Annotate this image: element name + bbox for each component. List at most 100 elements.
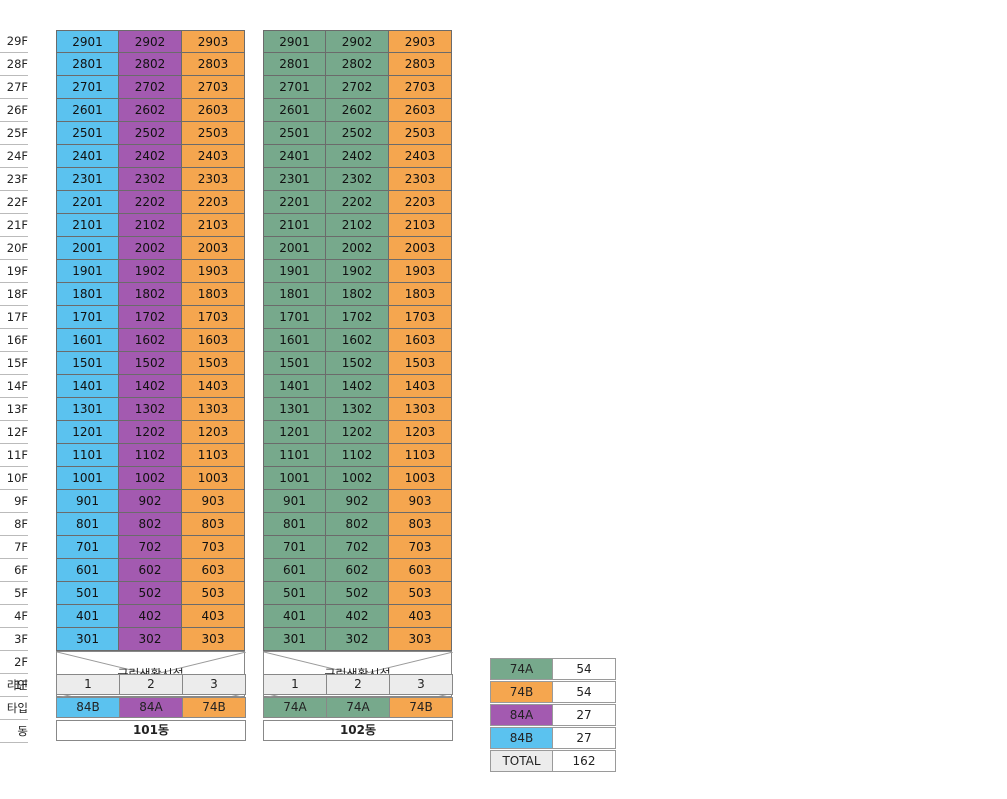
- unit-cell[interactable]: 602: [119, 559, 182, 582]
- unit-cell[interactable]: 1801: [56, 283, 119, 306]
- unit-cell[interactable]: 2902: [119, 30, 182, 53]
- unit-cell[interactable]: 2803: [182, 53, 245, 76]
- unit-cell[interactable]: 1303: [389, 398, 452, 421]
- unit-cell[interactable]: 1002: [326, 467, 389, 490]
- unit-cell[interactable]: 1602: [119, 329, 182, 352]
- unit-cell[interactable]: 2601: [56, 99, 119, 122]
- unit-cell[interactable]: 1502: [326, 352, 389, 375]
- unit-cell[interactable]: 2502: [326, 122, 389, 145]
- unit-cell[interactable]: 2001: [263, 237, 326, 260]
- unit-cell[interactable]: 2301: [56, 168, 119, 191]
- unit-cell[interactable]: 601: [263, 559, 326, 582]
- unit-cell[interactable]: 603: [389, 559, 452, 582]
- unit-cell[interactable]: 2403: [389, 145, 452, 168]
- unit-cell[interactable]: 803: [389, 513, 452, 536]
- unit-cell[interactable]: 2403: [182, 145, 245, 168]
- unit-cell[interactable]: 1303: [182, 398, 245, 421]
- unit-cell[interactable]: 302: [326, 628, 389, 651]
- unit-cell[interactable]: 2801: [263, 53, 326, 76]
- unit-cell[interactable]: 2702: [326, 76, 389, 99]
- unit-cell[interactable]: 1302: [326, 398, 389, 421]
- unit-cell[interactable]: 501: [56, 582, 119, 605]
- unit-cell[interactable]: 303: [389, 628, 452, 651]
- unit-cell[interactable]: 2501: [263, 122, 326, 145]
- unit-cell[interactable]: 1901: [56, 260, 119, 283]
- unit-cell[interactable]: 1702: [119, 306, 182, 329]
- unit-cell[interactable]: 701: [263, 536, 326, 559]
- unit-cell[interactable]: 1502: [119, 352, 182, 375]
- unit-cell[interactable]: 1001: [56, 467, 119, 490]
- unit-cell[interactable]: 1403: [389, 375, 452, 398]
- unit-cell[interactable]: 1103: [182, 444, 245, 467]
- unit-cell[interactable]: 1902: [326, 260, 389, 283]
- unit-cell[interactable]: 802: [119, 513, 182, 536]
- unit-cell[interactable]: 1401: [56, 375, 119, 398]
- unit-cell[interactable]: 1102: [119, 444, 182, 467]
- unit-cell[interactable]: 1001: [263, 467, 326, 490]
- unit-cell[interactable]: 502: [119, 582, 182, 605]
- unit-cell[interactable]: 702: [119, 536, 182, 559]
- unit-cell[interactable]: 2003: [182, 237, 245, 260]
- unit-cell[interactable]: 801: [56, 513, 119, 536]
- unit-cell[interactable]: 2901: [263, 30, 326, 53]
- unit-cell[interactable]: 1103: [389, 444, 452, 467]
- unit-cell[interactable]: 2201: [263, 191, 326, 214]
- unit-cell[interactable]: 401: [56, 605, 119, 628]
- unit-cell[interactable]: 1501: [263, 352, 326, 375]
- unit-cell[interactable]: 2901: [56, 30, 119, 53]
- unit-cell[interactable]: 702: [326, 536, 389, 559]
- unit-cell[interactable]: 2001: [56, 237, 119, 260]
- unit-cell[interactable]: 2903: [182, 30, 245, 53]
- unit-cell[interactable]: 1603: [389, 329, 452, 352]
- unit-cell[interactable]: 1602: [326, 329, 389, 352]
- unit-cell[interactable]: 1202: [119, 421, 182, 444]
- unit-cell[interactable]: 1703: [389, 306, 452, 329]
- unit-cell[interactable]: 402: [326, 605, 389, 628]
- unit-cell[interactable]: 2703: [182, 76, 245, 99]
- unit-cell[interactable]: 701: [56, 536, 119, 559]
- unit-cell[interactable]: 1703: [182, 306, 245, 329]
- unit-cell[interactable]: 1803: [389, 283, 452, 306]
- unit-cell[interactable]: 1202: [326, 421, 389, 444]
- unit-cell[interactable]: 902: [326, 490, 389, 513]
- unit-cell[interactable]: 1903: [389, 260, 452, 283]
- unit-cell[interactable]: 603: [182, 559, 245, 582]
- unit-cell[interactable]: 501: [263, 582, 326, 605]
- unit-cell[interactable]: 301: [56, 628, 119, 651]
- unit-cell[interactable]: 2803: [389, 53, 452, 76]
- unit-cell[interactable]: 2203: [389, 191, 452, 214]
- unit-cell[interactable]: 303: [182, 628, 245, 651]
- unit-cell[interactable]: 1102: [326, 444, 389, 467]
- unit-cell[interactable]: 2401: [263, 145, 326, 168]
- unit-cell[interactable]: 1601: [56, 329, 119, 352]
- unit-cell[interactable]: 2801: [56, 53, 119, 76]
- unit-cell[interactable]: 2501: [56, 122, 119, 145]
- unit-cell[interactable]: 402: [119, 605, 182, 628]
- unit-cell[interactable]: 901: [263, 490, 326, 513]
- unit-cell[interactable]: 1702: [326, 306, 389, 329]
- unit-cell[interactable]: 1101: [56, 444, 119, 467]
- unit-cell[interactable]: 2303: [182, 168, 245, 191]
- unit-cell[interactable]: 2802: [119, 53, 182, 76]
- unit-cell[interactable]: 2103: [182, 214, 245, 237]
- unit-cell[interactable]: 502: [326, 582, 389, 605]
- unit-cell[interactable]: 2603: [389, 99, 452, 122]
- unit-cell[interactable]: 2002: [326, 237, 389, 260]
- unit-cell[interactable]: 703: [182, 536, 245, 559]
- unit-cell[interactable]: 803: [182, 513, 245, 536]
- unit-cell[interactable]: 1803: [182, 283, 245, 306]
- unit-cell[interactable]: 1101: [263, 444, 326, 467]
- unit-cell[interactable]: 1903: [182, 260, 245, 283]
- unit-cell[interactable]: 1601: [263, 329, 326, 352]
- unit-cell[interactable]: 801: [263, 513, 326, 536]
- unit-cell[interactable]: 601: [56, 559, 119, 582]
- unit-cell[interactable]: 1901: [263, 260, 326, 283]
- unit-cell[interactable]: 2202: [326, 191, 389, 214]
- unit-cell[interactable]: 301: [263, 628, 326, 651]
- unit-cell[interactable]: 1201: [263, 421, 326, 444]
- unit-cell[interactable]: 2602: [119, 99, 182, 122]
- unit-cell[interactable]: 703: [389, 536, 452, 559]
- unit-cell[interactable]: 1701: [56, 306, 119, 329]
- unit-cell[interactable]: 802: [326, 513, 389, 536]
- unit-cell[interactable]: 503: [389, 582, 452, 605]
